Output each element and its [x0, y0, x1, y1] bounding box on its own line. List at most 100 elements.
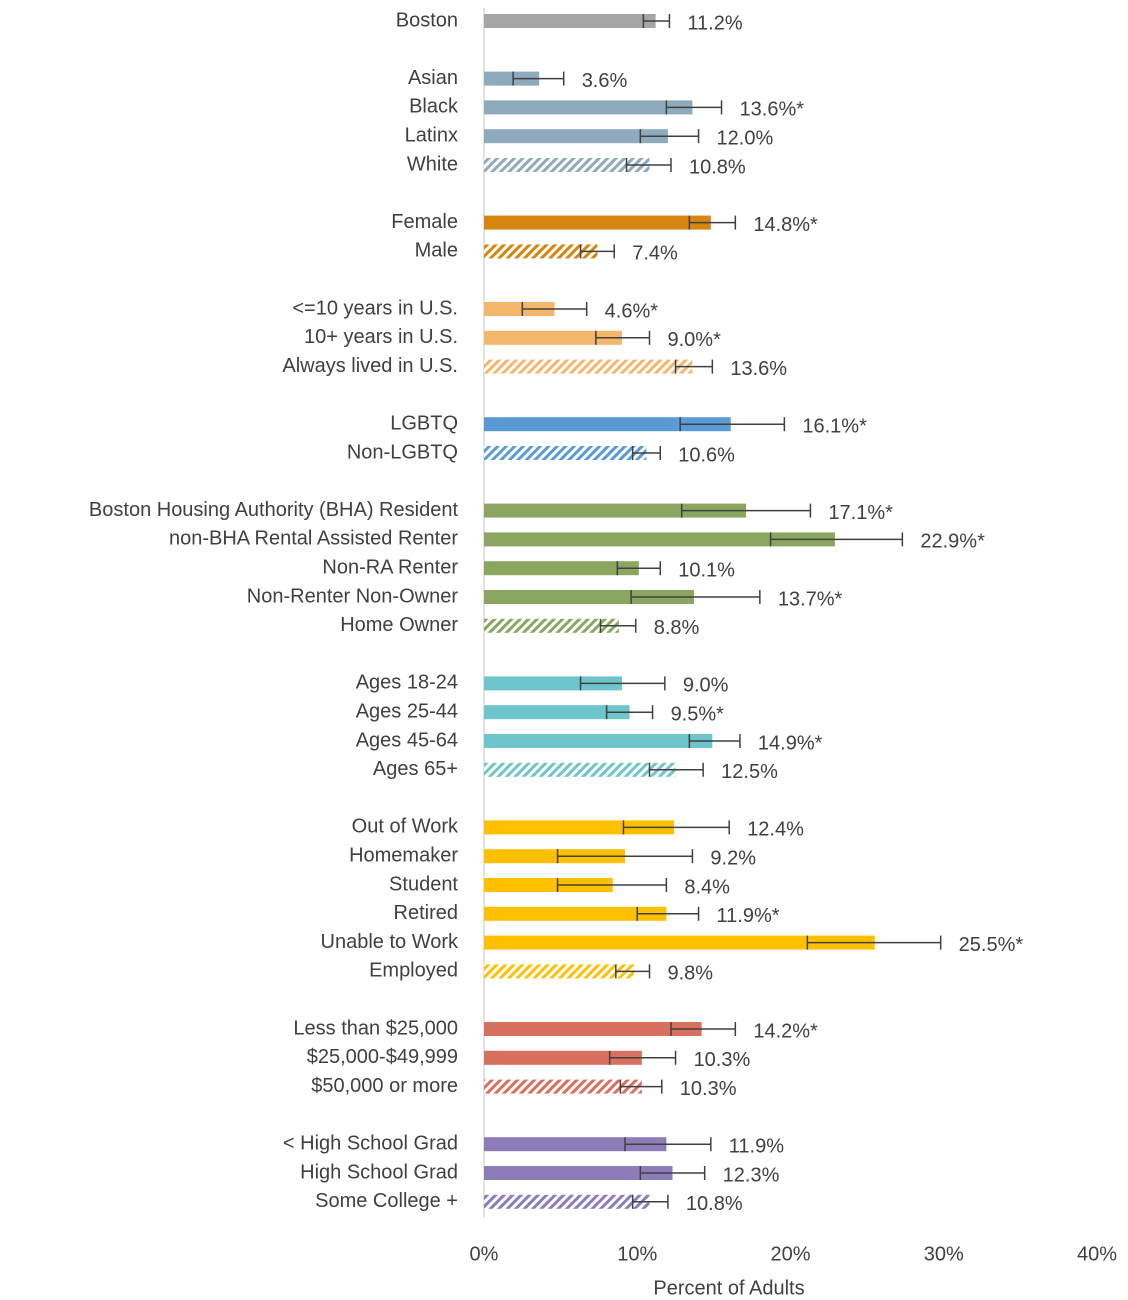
bar: [484, 676, 622, 691]
value-label: 7.4%: [632, 243, 678, 265]
bar: [484, 561, 639, 576]
category-label: Home Owner: [340, 614, 458, 636]
bar: [484, 878, 613, 892]
category-label: 10+ years in U.S.: [304, 326, 458, 348]
category-label: <=10 years in U.S.: [292, 297, 458, 319]
bar: [484, 1050, 642, 1065]
bar: [484, 705, 630, 720]
x-tick-label: 40%: [1077, 1243, 1117, 1265]
value-label: 9.0%: [683, 675, 729, 697]
bar: [484, 1137, 667, 1152]
category-label: Female: [391, 211, 458, 233]
bar: [484, 417, 731, 432]
value-label: 3.6%: [582, 70, 628, 92]
bar: [484, 244, 598, 259]
value-label: 10.8%: [689, 156, 746, 178]
value-label: 8.8%: [654, 617, 700, 639]
category-label: Asian: [408, 67, 458, 89]
category-label: non-BHA Rental Assisted Renter: [169, 528, 458, 550]
bar: [484, 935, 875, 950]
value-label: 12.0%: [717, 127, 774, 149]
value-label: 17.1%*: [828, 502, 893, 524]
x-tick-label: 30%: [924, 1243, 964, 1265]
category-label: Ages 65+: [373, 758, 458, 780]
value-label: 4.6%*: [605, 300, 659, 322]
x-tick-label: 20%: [770, 1243, 810, 1265]
value-label: 14.8%*: [753, 214, 818, 236]
bar: [484, 964, 635, 979]
value-label: 14.2%*: [753, 1020, 818, 1042]
category-label: Student: [389, 873, 458, 895]
value-label: 11.9%: [729, 1135, 784, 1157]
bar: [484, 1166, 673, 1180]
bar: [484, 330, 622, 345]
value-label: 12.3%: [723, 1164, 780, 1186]
bar: [484, 1194, 650, 1209]
category-label: Ages 45-64: [356, 729, 458, 751]
bar: [484, 100, 693, 115]
value-label: 13.7%*: [778, 588, 843, 610]
bar: [484, 1079, 642, 1094]
category-label: Out of Work: [352, 816, 459, 838]
category-label: < High School Grad: [283, 1132, 458, 1154]
category-label: Black: [409, 96, 459, 118]
value-label: 10.3%: [680, 1078, 737, 1100]
bar: [484, 129, 668, 144]
value-label: 9.2%: [710, 847, 756, 869]
category-label: Retired: [394, 902, 458, 924]
value-label: 9.5%*: [671, 703, 725, 725]
category-label: High School Grad: [300, 1161, 458, 1183]
value-label: 16.1%*: [802, 415, 867, 437]
category-label: Boston Housing Authority (BHA) Resident: [89, 499, 459, 521]
bar: [484, 820, 675, 835]
category-label: Male: [415, 240, 458, 262]
value-label: 22.9%*: [920, 531, 985, 553]
value-label: 13.6%*: [740, 99, 805, 121]
bar: [484, 215, 711, 230]
bar: [484, 762, 676, 777]
category-label: White: [407, 153, 458, 175]
value-label: 8.4%: [684, 876, 730, 898]
bar: [484, 734, 713, 748]
bar: [484, 1022, 702, 1036]
category-label: Employed: [369, 960, 458, 982]
bar: [484, 302, 555, 316]
value-label: 11.9%*: [717, 905, 780, 927]
category-label: Always lived in U.S.: [282, 355, 458, 377]
category-label: Less than $25,000: [293, 1017, 458, 1039]
bar: [484, 618, 619, 633]
value-label: 12.5%: [721, 761, 778, 783]
bar: [484, 503, 747, 518]
value-label: 10.6%: [678, 444, 735, 466]
x-tick-label: 0%: [470, 1243, 499, 1265]
category-label: Non-LGBTQ: [347, 441, 458, 463]
value-label: 14.9%*: [758, 732, 823, 754]
bar: [484, 590, 694, 604]
value-label: 11.2%: [687, 12, 742, 34]
value-label: 12.4%: [747, 819, 804, 841]
category-label: LGBTQ: [390, 412, 458, 434]
category-label: Boston: [396, 9, 458, 31]
x-axis-title: Percent of Adults: [653, 1277, 804, 1299]
category-label: Non-RA Renter: [322, 556, 458, 578]
value-label: 10.8%: [686, 1193, 743, 1215]
bar: [484, 14, 656, 28]
value-label: 13.6%: [730, 358, 787, 380]
bar: [484, 158, 650, 172]
value-label: 9.0%*: [668, 329, 722, 351]
category-label: $25,000-$49,999: [307, 1046, 458, 1068]
bar: [484, 359, 693, 374]
value-label: 10.3%: [694, 1049, 751, 1071]
x-tick-label: 10%: [617, 1243, 657, 1265]
category-label: Some College +: [315, 1190, 458, 1212]
category-label: $50,000 or more: [311, 1075, 458, 1097]
value-label: 9.8%: [668, 963, 714, 985]
bar: [484, 71, 540, 86]
bar: [484, 906, 667, 921]
bar: [484, 849, 625, 864]
category-label: Ages 18-24: [356, 672, 458, 694]
category-label: Unable to Work: [321, 931, 459, 953]
bar: [484, 446, 647, 460]
category-label: Ages 25-44: [356, 700, 458, 722]
